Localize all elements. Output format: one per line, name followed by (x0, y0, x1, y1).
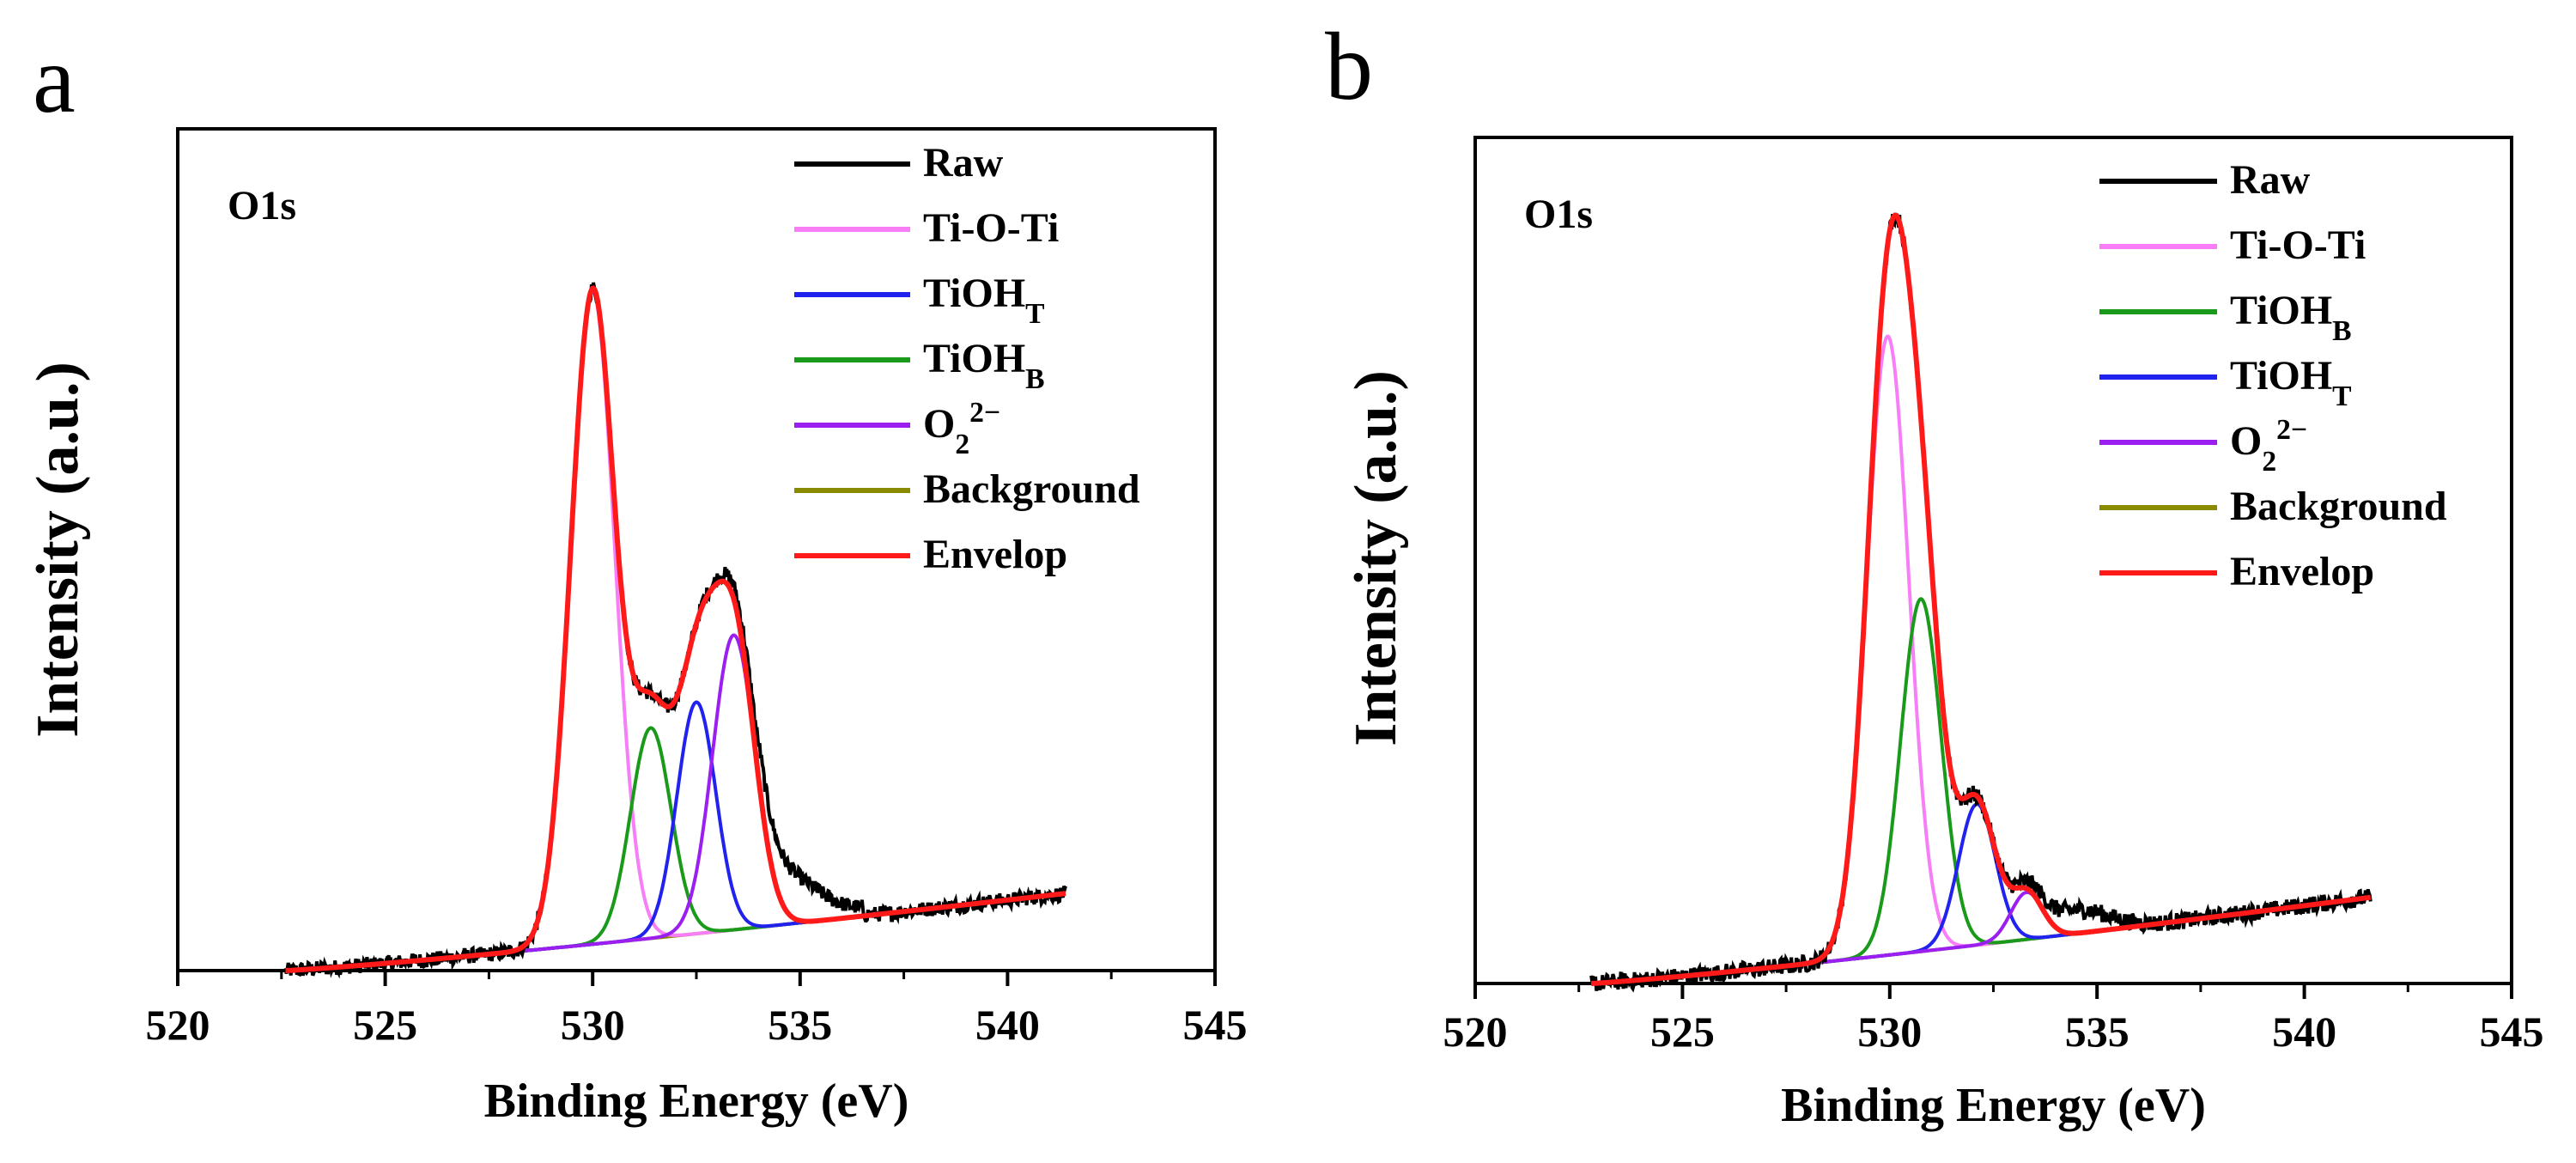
legend-label: Envelop (923, 532, 1067, 577)
x-tick-label: 520 (146, 1001, 210, 1049)
panel-label: b (1325, 14, 1373, 120)
legend-label: TiOHB (2230, 288, 2352, 347)
x-tick-label: 535 (768, 1001, 832, 1049)
legend-label: Raw (2230, 157, 2311, 203)
legend-label: TiOHT (923, 271, 1045, 330)
x-tick-label: 530 (561, 1001, 625, 1049)
chart-title: O1s (1524, 192, 1593, 237)
series-raw (283, 282, 1067, 979)
x-tick-label: 525 (1650, 1008, 1715, 1056)
legend-label: TiOHT (2230, 353, 2352, 412)
series-tiohb (1591, 597, 2371, 985)
x-tick-label: 540 (975, 1001, 1040, 1049)
x-tick-label: 540 (2272, 1008, 2336, 1056)
legend-label: Envelop (2230, 549, 2374, 594)
legend-label: Background (2230, 484, 2447, 529)
x-tick-label: 545 (2480, 1008, 2544, 1056)
legend-label: Raw (923, 140, 1004, 186)
panel-label: a (33, 27, 76, 133)
x-tick-label: 525 (353, 1001, 417, 1049)
chart-title: O1s (228, 183, 296, 228)
x-axis-label: Binding Energy (eV) (1781, 1079, 2206, 1132)
x-tick-label: 520 (1443, 1008, 1508, 1056)
legend-label: O22− (2230, 414, 2307, 478)
y-axis-label: Intensity (a.u.) (25, 362, 91, 738)
panel-b: b 520 525 530 535 540 545 Binding Energy (eV) In… (1325, 14, 2544, 1132)
x-tick-label: 545 (1183, 1001, 1248, 1049)
x-tick-label: 535 (2065, 1008, 2129, 1056)
legend-label: TiOHB (923, 336, 1045, 395)
series-envelop (1591, 212, 2372, 986)
panel-a: a 520 525 530 535 540 545 Binding Energy (eV) In… (25, 27, 1248, 1128)
y-axis-label: Intensity (a.u.) (1343, 370, 1409, 746)
legend-label: Background (923, 466, 1140, 512)
series-tioht (1591, 802, 2371, 985)
legend-label: O22− (923, 397, 1000, 460)
series-ti-o-ti (285, 289, 1066, 972)
x-tick-label: 530 (1857, 1008, 1922, 1056)
series-envelop (285, 285, 1066, 973)
legend-label: Ti-O-Ti (923, 205, 1059, 251)
legend-label: Ti-O-Ti (2230, 222, 2366, 268)
x-axis-label: Binding Energy (eV) (484, 1075, 909, 1128)
